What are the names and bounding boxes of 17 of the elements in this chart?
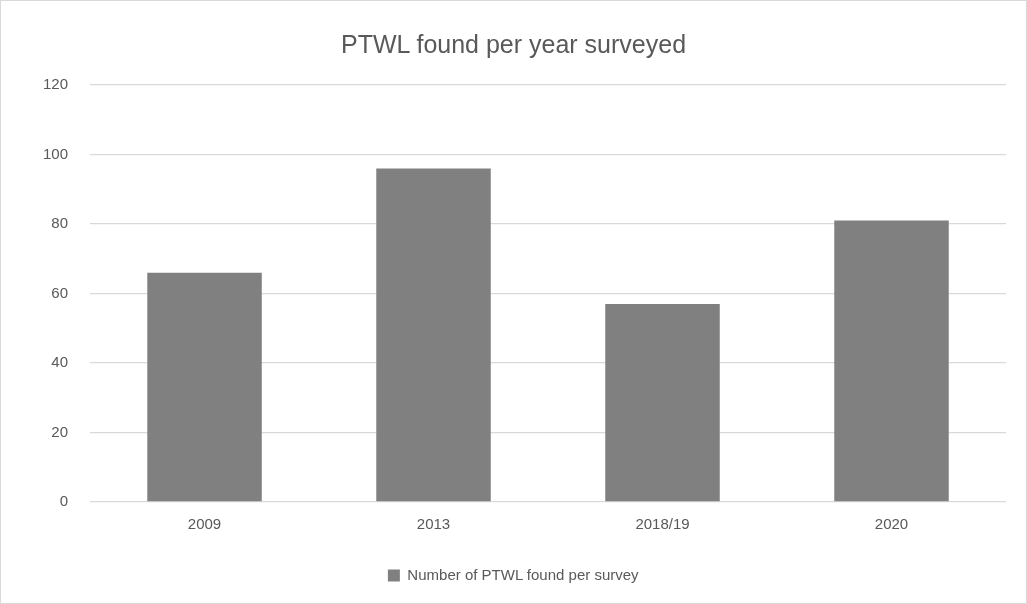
- bar: [605, 303, 720, 502]
- x-tick-label: 2020: [874, 515, 909, 533]
- bar: [147, 272, 262, 502]
- y-tick-label: 20: [51, 422, 69, 440]
- x-tick-label: 2009: [187, 515, 222, 533]
- bar: [834, 220, 949, 502]
- y-tick-label: 100: [43, 144, 69, 162]
- y-tick-label: 40: [51, 353, 69, 371]
- legend-label: Number of PTWL found per survey: [407, 565, 640, 583]
- chart-title: PTWL found per year surveyed: [340, 29, 687, 58]
- y-tick-label: 120: [43, 75, 69, 93]
- y-tick-label: 80: [51, 214, 69, 232]
- x-tick-label: 2013: [416, 515, 451, 533]
- y-tick-label: 0: [59, 492, 69, 510]
- x-tick-label: 2018/19: [635, 515, 690, 533]
- y-tick-label: 60: [51, 283, 69, 301]
- bar: [376, 168, 491, 502]
